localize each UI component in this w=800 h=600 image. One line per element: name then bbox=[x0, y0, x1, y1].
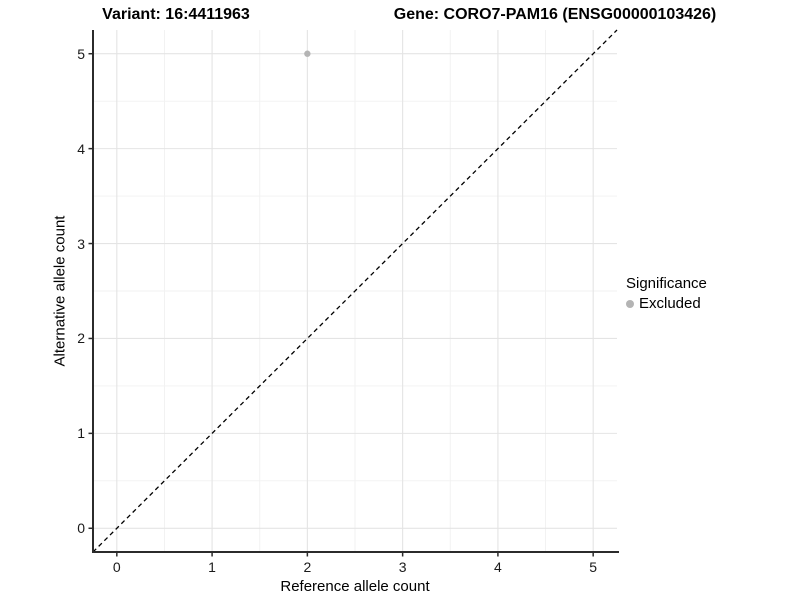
y-tick-label: 1 bbox=[77, 425, 85, 442]
y-tick-label: 4 bbox=[77, 140, 85, 157]
y-tick-label: 0 bbox=[77, 520, 85, 537]
x-tick-label: 0 bbox=[112, 559, 121, 575]
x-tick-label: 1 bbox=[208, 559, 216, 575]
x-axis-title: Reference allele count bbox=[280, 578, 430, 595]
data-point bbox=[304, 50, 311, 57]
y-tick-label: 5 bbox=[77, 45, 85, 62]
x-tick-label: 3 bbox=[398, 559, 407, 575]
x-tick-label: 2 bbox=[303, 559, 312, 575]
legend-item-excluded: Excluded bbox=[626, 295, 707, 312]
legend-item-label: Excluded bbox=[639, 295, 701, 312]
gene-title: Gene: CORO7-PAM16 (ENSG00000103426) bbox=[393, 6, 717, 23]
y-axis-title: Alternative allele count bbox=[51, 215, 69, 367]
variant-title: Variant: 16:4411963 bbox=[102, 6, 250, 23]
legend-point-icon bbox=[626, 299, 634, 308]
x-tick-label: 4 bbox=[494, 559, 502, 575]
y-tick-label: 2 bbox=[77, 330, 85, 347]
legend: Significance Excluded bbox=[626, 275, 707, 312]
identity-reference-line bbox=[92, 29, 618, 553]
x-tick-label: 5 bbox=[589, 559, 598, 575]
legend-title: Significance bbox=[626, 275, 707, 292]
y-tick-label: 3 bbox=[77, 235, 85, 252]
